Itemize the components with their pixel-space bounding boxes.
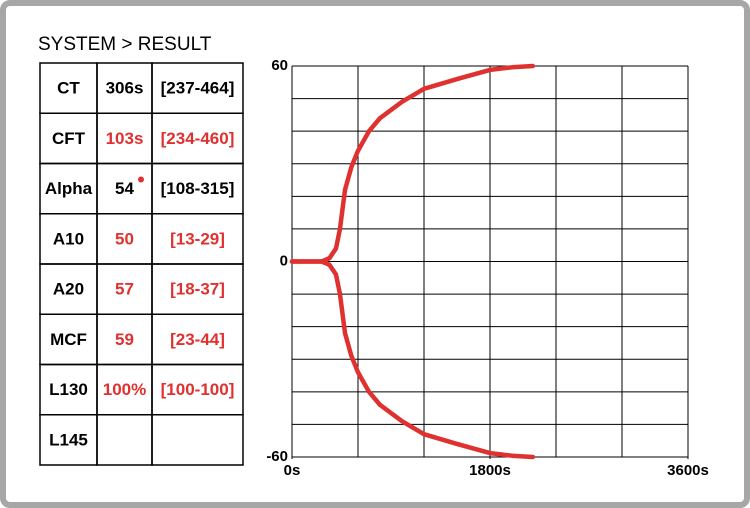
result-value: 59 [115,330,134,349]
table-cell [151,414,244,466]
screen-title: SYSTEM > RESULT [38,34,212,55]
x-tick-label: 3600s [667,462,709,479]
result-value: 103s [106,129,144,148]
result-value: 54 [115,179,134,198]
y-tick-label: 60 [271,57,288,74]
reference-range: [18-37] [170,280,225,299]
result-value: 100% [103,380,146,399]
reference-range: [237-464] [161,79,235,98]
result-value: 50 [115,229,134,248]
row-label: A10 [53,229,84,248]
row-label: L145 [49,430,88,449]
table-cell [96,414,153,466]
row-label: L130 [49,380,88,399]
row-label: CFT [52,129,86,148]
row-label: Alpha [45,179,93,198]
reference-range: [234-460] [161,129,235,148]
row-label: CT [57,79,80,98]
alert-dot [138,176,144,183]
result-value: 57 [115,280,134,299]
x-tick-label: 1800s [469,462,511,479]
reference-range: [108-315] [161,179,235,198]
trace-line [289,259,536,460]
reference-range: [13-29] [170,229,225,248]
y-tick-label: 0 [280,252,288,269]
trace-line [289,63,536,264]
row-label: A20 [53,280,84,299]
y-tick-label: -60 [266,448,288,465]
reference-range: [100-100] [161,380,235,399]
result-value: 306s [106,79,144,98]
reference-range: [23-44] [170,330,225,349]
x-tick-label: 0s [284,462,301,479]
row-label: MCF [50,330,87,349]
